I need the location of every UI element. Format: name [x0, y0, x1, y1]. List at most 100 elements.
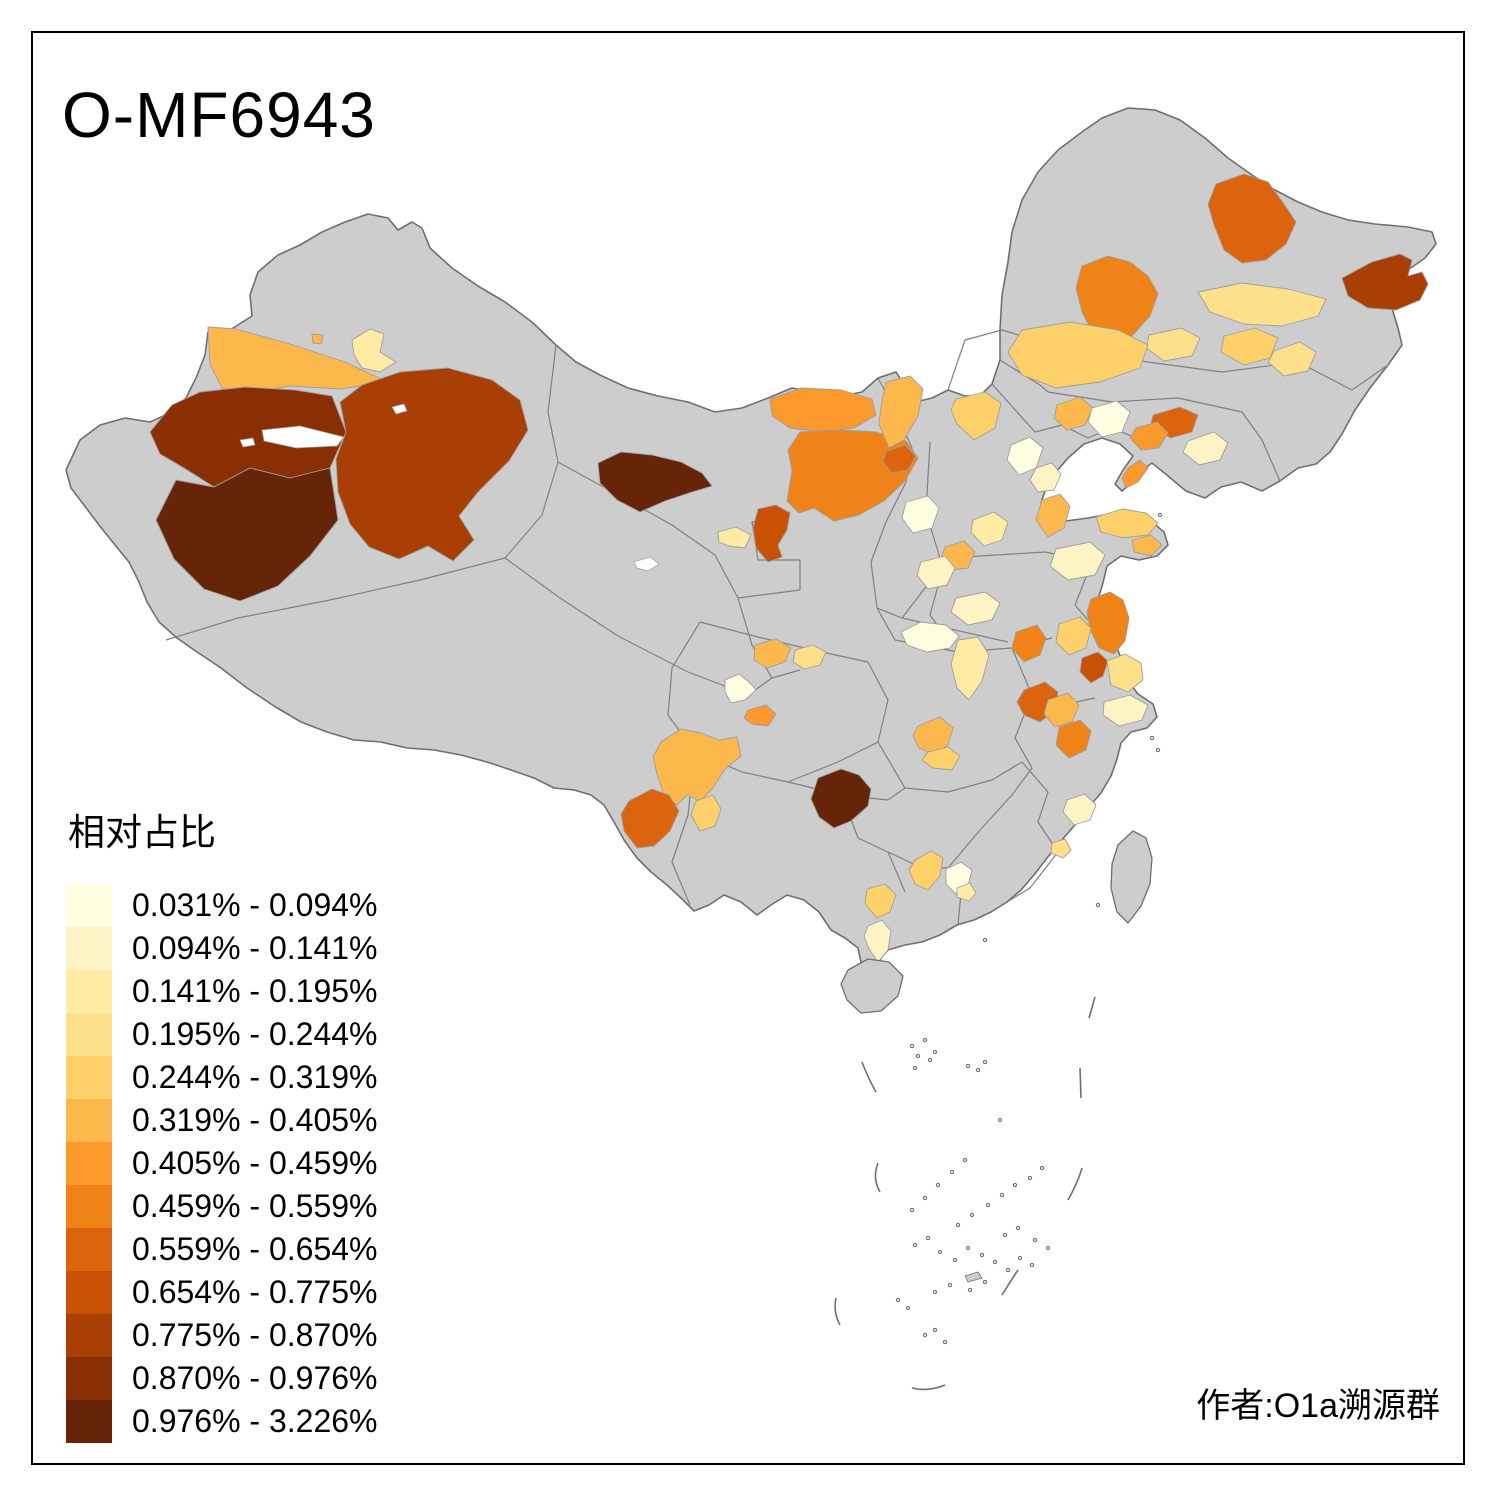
map-region-ningxia-north — [752, 504, 791, 563]
map-region-shandong-west — [1049, 541, 1106, 581]
sea-islet-30 — [932, 1327, 938, 1333]
map-region-hlj-heihe — [1207, 173, 1297, 264]
map-region-xj-aksu-bayingol — [335, 367, 529, 562]
map-region-shanghai-area — [1102, 694, 1149, 727]
map-region-gd-zhanjiang — [863, 919, 892, 963]
map-region-gx-east — [864, 883, 897, 919]
sea-boundary-arc-3 — [874, 1162, 881, 1193]
province-border-14 — [904, 761, 1023, 793]
legend-label-bin-6: 0.319% - 0.405% — [132, 1102, 378, 1138]
legend-row: 0.459% - 0.559% — [66, 1185, 378, 1228]
sea-islet-1 — [909, 1043, 915, 1049]
legend-rows: 0.031% - 0.094% 0.094% - 0.141% 0.141% - 0… — [66, 884, 378, 1443]
map-region-hubei-south — [921, 746, 961, 771]
sea-islet-11 — [912, 1242, 918, 1248]
legend-label-bin-11: 0.775% - 0.870% — [132, 1317, 378, 1353]
sea-islet-12 — [925, 1235, 931, 1241]
sea-islet-18 — [1005, 1267, 1011, 1273]
sea-islet-36 — [985, 1202, 991, 1208]
attribution-text: 作者:O1a溯源群 — [1196, 1387, 1440, 1425]
map-region-js-yancheng — [1086, 591, 1130, 655]
province-border-25 — [947, 329, 1003, 391]
legend-swatch-bin-1 — [66, 884, 112, 927]
legend-swatch-bin-8 — [66, 1185, 112, 1228]
map-region-js-yangzhou — [1079, 651, 1109, 684]
map-region-gansu-south-b — [792, 644, 827, 670]
legend-swatch-bin-12 — [66, 1357, 112, 1400]
province-border-24 — [1006, 851, 1059, 903]
sea-islet-33 — [895, 1297, 901, 1303]
legend-row: 0.775% - 0.870% — [66, 1314, 378, 1357]
sea-islet-13 — [937, 1249, 943, 1255]
sea-boundary-arc-6 — [1001, 1269, 1019, 1296]
map-region-fj-east — [1062, 793, 1097, 826]
legend-swatch-bin-5 — [66, 1056, 112, 1099]
sea-islet-40 — [1039, 1165, 1045, 1171]
sea-boundary-arc-1 — [861, 1061, 877, 1093]
map-region-xj-dot — [311, 333, 324, 345]
map-region-ln-dandong — [1182, 431, 1229, 466]
sea-boundary-arc-4 — [1067, 1167, 1083, 1201]
map-region-nx-zhongwei — [717, 526, 752, 549]
legend-swatch-bin-3 — [66, 970, 112, 1013]
map-region-sichuan-west — [724, 673, 757, 704]
lake-4 — [633, 556, 660, 572]
lake-1 — [261, 425, 345, 449]
sea-islet-48 — [1157, 512, 1163, 518]
map-region-sichuan-liangshan — [652, 728, 742, 806]
map-region-shanxi-mid — [901, 495, 940, 534]
map-region-gd-west-b — [956, 882, 977, 902]
map-region-js-northwest — [1011, 624, 1047, 663]
legend-label-bin-13: 0.976% - 3.226% — [132, 1403, 378, 1439]
sea-islet-7 — [965, 1063, 971, 1069]
sea-islet-31 — [942, 1339, 948, 1345]
map-region-hebei-mid — [970, 511, 1009, 547]
sea-boundary-arc-2 — [1079, 1067, 1082, 1099]
lake-3 — [391, 403, 408, 415]
map-region-shandong-tip — [1131, 534, 1163, 557]
map-region-ah-southeast — [1055, 719, 1092, 759]
province-border-21 — [1021, 761, 1059, 853]
sea-islet-41 — [962, 1157, 968, 1163]
sea-islet-14 — [952, 1257, 958, 1263]
map-region-ln-shenyang — [1087, 400, 1131, 438]
sea-boundary-arc-5 — [834, 1297, 841, 1326]
province-border-6 — [999, 359, 1281, 482]
legend-label-bin-8: 0.459% - 0.559% — [132, 1188, 378, 1224]
map-region-xj-ili — [207, 326, 389, 394]
map-region-jl-west-band — [1007, 321, 1149, 389]
sea-islet-38 — [1012, 1182, 1018, 1188]
map-region-nm-tongliao — [950, 391, 1002, 441]
sea-islet-4 — [927, 1057, 933, 1063]
legend-label-bin-12: 0.870% - 0.976% — [132, 1360, 378, 1396]
sea-islet-44 — [922, 1195, 928, 1201]
sea-islet-19 — [1017, 1255, 1023, 1261]
sea-islet-45 — [909, 1207, 915, 1213]
sea-islet-42 — [949, 1169, 955, 1175]
island-hainan — [840, 958, 904, 1014]
map-region-jl-east — [1267, 341, 1317, 377]
map-region-gansu-south-a — [753, 638, 792, 669]
legend-row: 0.870% - 0.976% — [66, 1357, 378, 1400]
legend-label-bin-7: 0.405% - 0.459% — [132, 1145, 378, 1181]
legend-label-bin-10: 0.654% - 0.775% — [132, 1274, 378, 1310]
sea-islet-9 — [982, 1059, 988, 1065]
sea-islet-25 — [1002, 1232, 1008, 1238]
legend-swatch-bin-2 — [66, 927, 112, 970]
plot-frame — [31, 31, 1465, 1465]
sea-islet-24 — [932, 1289, 938, 1295]
map-region-nm-chifeng — [878, 375, 924, 449]
legend-swatch-bin-11 — [66, 1314, 112, 1357]
sea-islet-3 — [915, 1053, 921, 1059]
sea-islet-47 — [1155, 747, 1161, 753]
legend-row: 0.654% - 0.775% — [66, 1271, 378, 1314]
sea-islet-21 — [982, 1279, 988, 1285]
legend-row: 0.094% - 0.141% — [66, 927, 378, 970]
sea-islet-6 — [932, 1049, 938, 1055]
legend-label-bin-3: 0.141% - 0.195% — [132, 973, 378, 1009]
legend: 相对占比 0.031% - 0.094% 0.094% - 0.141% 0.141… — [66, 802, 378, 1443]
map-region-js-huaian — [1055, 616, 1092, 656]
sea-islet-26 — [1015, 1225, 1021, 1231]
province-border-15 — [1011, 647, 1033, 796]
map-region-beijing-e — [1029, 462, 1062, 493]
